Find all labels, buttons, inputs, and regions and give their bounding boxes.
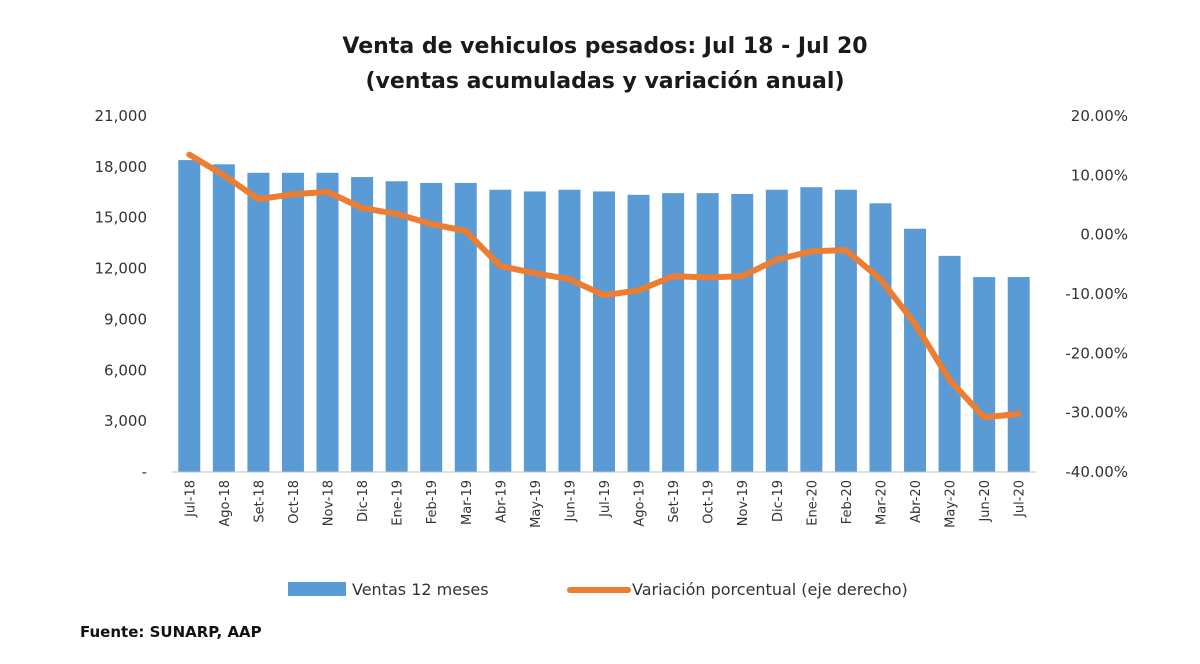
x-tick-label: Abr-19 <box>494 480 509 523</box>
left-tick-label: 12,000 <box>95 260 148 278</box>
x-tick-label: Jun-19 <box>563 480 578 523</box>
x-tick-label: Feb-19 <box>425 480 440 524</box>
x-tick-label: May-19 <box>529 480 544 528</box>
x-tick-label: Mar-20 <box>874 480 889 525</box>
legend-label-line: Variación porcentual (eje derecho) <box>632 580 908 599</box>
left-tick-label: 18,000 <box>95 158 148 176</box>
x-tick-label: Jul-18 <box>183 480 198 518</box>
x-tick-label: Set-18 <box>252 480 267 523</box>
right-tick-label: -10.00% <box>1065 285 1128 303</box>
bar-Ago-18 <box>212 164 235 473</box>
bar-Set-19 <box>662 193 685 472</box>
bar-Nov-19 <box>731 193 754 472</box>
bar-May-19 <box>523 191 546 472</box>
bar-Nov-18 <box>316 172 339 473</box>
x-tick-label: Mar-19 <box>460 480 475 525</box>
left-tick-label: 21,000 <box>95 107 148 125</box>
chart-subtitle: (ventas acumuladas y variación anual) <box>365 69 844 94</box>
bar-Jun-19 <box>558 189 581 472</box>
line-series <box>186 151 1022 421</box>
bar-Jun-20 <box>973 277 996 472</box>
right-tick-label: 20.00% <box>1071 107 1128 125</box>
x-tick-label: Abr-20 <box>909 480 924 523</box>
source-note: Fuente: SUNARP, AAP <box>80 623 262 641</box>
bar-Abr-19 <box>489 189 512 472</box>
x-tick-label: Jul-19 <box>598 480 613 518</box>
bar-Ene-20 <box>800 187 823 472</box>
bar-Mar-20 <box>869 203 892 473</box>
bar-Dic-19 <box>765 189 788 472</box>
x-tick-label: Dic-18 <box>356 480 371 522</box>
bar-Ago-19 <box>627 194 650 473</box>
x-tick-label: Ago-19 <box>633 480 648 527</box>
bar-Dic-18 <box>351 177 374 472</box>
x-tick-label: Ene-20 <box>805 480 820 526</box>
bar-series <box>178 160 1030 473</box>
left-axis-ticks: - 3,000 6,000 9,000 12,000 15,000 18,000 21,000 <box>95 107 148 481</box>
left-tick-label: 15,000 <box>95 209 148 227</box>
x-tick-label: Ago-18 <box>218 480 233 527</box>
x-tick-label: Jul-20 <box>1013 480 1028 518</box>
x-tick-label: Nov-18 <box>322 480 337 526</box>
right-tick-label: -40.00% <box>1065 463 1128 481</box>
x-tick-label: May-20 <box>944 480 959 528</box>
x-tick-label: Jun-20 <box>978 480 993 523</box>
x-tick-label: Ene-19 <box>391 480 406 526</box>
bar-Jul-20 <box>1007 277 1030 472</box>
right-tick-label: -20.00% <box>1065 344 1128 362</box>
right-tick-label: 10.00% <box>1071 166 1128 184</box>
x-tick-label: Feb-20 <box>840 480 855 524</box>
bar-May-20 <box>938 255 961 472</box>
bar-Oct-18 <box>281 172 304 473</box>
chart-title: Venta de vehiculos pesados: Jul 18 - Jul… <box>342 34 867 59</box>
right-tick-label: 0.00% <box>1080 226 1128 244</box>
x-tick-label: Dic-19 <box>771 480 786 522</box>
bar-Mar-19 <box>454 182 477 472</box>
bar-Jul-19 <box>593 191 615 472</box>
x-tick-label: Oct-19 <box>702 480 717 524</box>
bar-Ene-19 <box>385 181 408 472</box>
left-tick-label: 9,000 <box>104 310 147 328</box>
bar-Feb-19 <box>420 182 443 472</box>
bar-Feb-20 <box>834 189 857 472</box>
variation-line <box>186 151 1022 421</box>
left-tick-label: 6,000 <box>104 361 147 379</box>
legend: Ventas 12 meses Variación porcentual (ej… <box>288 580 908 599</box>
bar-Set-18 <box>247 172 270 473</box>
right-tick-label: -30.00% <box>1065 404 1128 422</box>
bar-Oct-19 <box>696 193 719 472</box>
right-axis-ticks: 20.00% 10.00% 0.00% -10.00% -20.00% -30.00% -4… <box>1065 107 1128 481</box>
left-tick-label: 3,000 <box>104 412 147 430</box>
bar-Abr-20 <box>904 228 927 472</box>
x-axis-tick-labels: Jul-18 Ago-18 Set-18 Oct-18 Nov-18 Dic-18 Ene-… <box>183 480 1027 528</box>
legend-swatch-bars <box>288 582 346 596</box>
x-tick-label: Set-19 <box>667 480 682 523</box>
left-tick-label: - <box>142 463 147 481</box>
bar-Jul-18 <box>178 160 201 473</box>
legend-label-bars: Ventas 12 meses <box>352 580 489 599</box>
x-tick-label: Oct-18 <box>287 480 302 524</box>
x-tick-label: Nov-19 <box>736 480 751 526</box>
